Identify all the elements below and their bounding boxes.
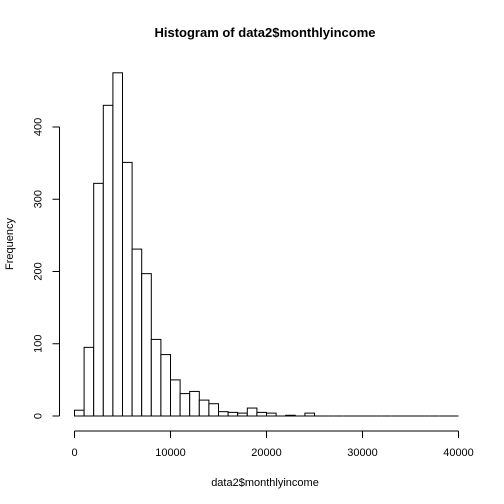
y-tick-label: 100 [33,335,45,353]
histogram-bar [304,412,315,417]
y-tick-label: 300 [33,190,45,208]
histogram-bar [246,407,258,417]
histogram-bar [160,354,171,417]
histogram-bar [112,72,124,417]
y-axis: 0 100 200 300 400 [33,118,60,419]
x-axis-title: data2$monthlyincome [211,477,319,489]
histogram-bar [141,273,152,417]
x-tick-label: 30000 [347,447,378,459]
x-tick-label: 0 [71,447,77,459]
histogram-bar [237,412,248,417]
histogram-bar [83,346,95,417]
histogram-bar [218,411,229,417]
histogram-bar [189,390,200,417]
x-tick-label: 10000 [155,447,186,459]
histogram-bar [170,379,181,417]
histogram-bar [122,161,133,417]
bars-group [74,72,459,417]
histogram-bar [266,412,277,417]
x-axis: 0 10000 20000 30000 40000 [71,430,474,459]
histogram-bar [102,104,114,417]
histogram-bar [285,414,296,417]
x-tick-label: 40000 [443,447,474,459]
histogram-bar [256,411,267,417]
histogram-bar [208,403,219,417]
histogram-bar [131,248,143,417]
y-tick-label: 0 [33,413,45,419]
histogram-bar [179,393,191,417]
histogram-bar [150,338,162,417]
histogram-bar [198,399,210,417]
y-tick-label: 400 [33,118,45,136]
histogram-bar [227,411,239,417]
y-axis-title: Frequency [4,218,16,270]
x-tick-label: 20000 [251,447,282,459]
histogram-bar [93,182,104,417]
histogram-bar [74,409,85,417]
chart-title: Histogram of data2$monthlyincome [154,25,375,40]
y-tick-label: 200 [33,262,45,280]
